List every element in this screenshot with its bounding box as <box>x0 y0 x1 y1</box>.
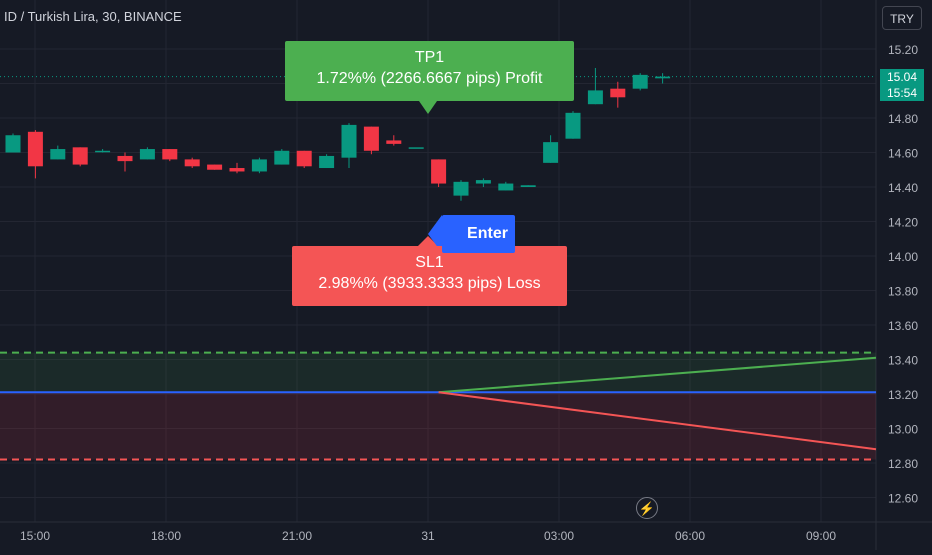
y-tick-label: 13.20 <box>888 388 918 402</box>
stop-loss-detail: 2.98%% (3933.3333 pips) Loss <box>318 275 541 292</box>
y-tick-label: 14.20 <box>888 216 918 230</box>
candle-body <box>139 149 155 160</box>
y-tick-label: 14.60 <box>888 147 918 161</box>
y-tick-label: 13.00 <box>888 423 918 437</box>
candle-body <box>207 164 223 170</box>
last-price-badge: 15.04 <box>880 69 924 85</box>
candle-body <box>363 126 379 151</box>
take-profit-label: TP1 1.72%% (2266.6667 pips) Profit <box>285 41 574 101</box>
candle-body <box>453 181 469 196</box>
candle-body <box>50 149 66 160</box>
candle-body <box>5 135 21 153</box>
x-tick-label: 03:00 <box>544 529 574 543</box>
time-axis[interactable]: 15:00 18:00 21:00 31 03:00 06:00 09:00 <box>20 529 836 543</box>
symbol-title[interactable]: ID / Turkish Lira, 30, BINANCE <box>4 9 182 24</box>
candle-body <box>431 159 447 184</box>
y-tick-label: 13.40 <box>888 354 918 368</box>
candle-body <box>251 159 267 172</box>
lightning-icon[interactable]: ⚡ <box>636 497 658 519</box>
y-tick-label: 13.60 <box>888 319 918 333</box>
stop-loss-label: SL1 2.98%% (3933.3333 pips) Loss <box>292 246 567 306</box>
candle-body <box>610 88 626 98</box>
take-profit-detail: 1.72%% (2266.6667 pips) Profit <box>316 70 543 87</box>
y-tick-label: 14.00 <box>888 250 918 264</box>
loss-zone <box>0 392 876 460</box>
trade-zones <box>0 76 877 461</box>
y-tick-label: 12.80 <box>888 457 918 471</box>
candle-body <box>162 149 178 160</box>
candle-body <box>296 150 312 167</box>
x-tick-label: 21:00 <box>282 529 312 543</box>
y-tick-label: 13.80 <box>888 285 918 299</box>
y-tick-label: 15.20 <box>888 43 918 57</box>
candle-body <box>655 76 671 79</box>
y-tick-label: 12.60 <box>888 492 918 506</box>
price-axis[interactable]: 15.2015.0014.8014.6014.4014.2014.0013.80… <box>888 43 918 506</box>
candle-body <box>386 140 402 144</box>
candle-body <box>408 147 424 149</box>
x-tick-label: 06:00 <box>675 529 705 543</box>
x-tick-label: 18:00 <box>151 529 181 543</box>
candle-body <box>319 155 335 169</box>
take-profit-title: TP1 <box>414 49 445 66</box>
stop-loss-title: SL1 <box>415 254 444 271</box>
candle-body <box>95 150 111 153</box>
candle-body <box>229 168 245 172</box>
tp-projection-line <box>438 356 877 394</box>
countdown-badge: 15:54 <box>880 85 924 101</box>
candle-body <box>587 90 603 105</box>
candle-body <box>72 147 88 165</box>
tp-label-pointer <box>419 101 437 114</box>
candle-body <box>543 142 559 163</box>
entry-label: Enter <box>442 215 515 253</box>
candle-body <box>498 183 514 191</box>
x-tick-label: 15:00 <box>20 529 50 543</box>
profit-zone <box>0 352 876 393</box>
x-tick-label: 09:00 <box>806 529 836 543</box>
candle-body <box>632 74 648 89</box>
candle-body <box>341 124 357 158</box>
entry-label-text: Enter <box>467 225 508 242</box>
x-tick-label: 31 <box>421 529 435 543</box>
candle-body <box>565 112 581 139</box>
candle-body <box>274 150 290 165</box>
currency-button[interactable]: TRY <box>882 6 922 30</box>
entry-label-pointer <box>428 215 442 253</box>
sl-projection-line <box>438 391 877 451</box>
candlestick-series <box>5 67 671 201</box>
candle-body <box>475 180 491 184</box>
candle-body <box>184 159 200 167</box>
candle-body <box>27 131 43 167</box>
candle-body <box>117 155 133 162</box>
y-tick-label: 14.40 <box>888 181 918 195</box>
sl-label-pointer <box>418 236 438 246</box>
candle-body <box>520 185 536 187</box>
y-tick-label: 14.80 <box>888 112 918 126</box>
